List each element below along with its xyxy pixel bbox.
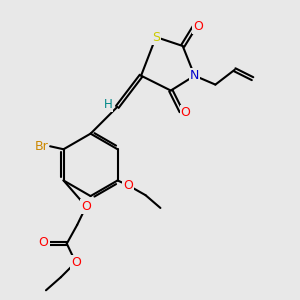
Text: O: O	[123, 178, 133, 192]
Text: O: O	[181, 106, 190, 119]
Text: N: N	[190, 69, 199, 82]
Text: Br: Br	[34, 140, 48, 153]
Text: O: O	[71, 256, 81, 269]
Text: S: S	[152, 31, 160, 44]
Text: O: O	[81, 200, 91, 213]
Text: O: O	[193, 20, 203, 33]
Text: H: H	[103, 98, 112, 111]
Text: O: O	[39, 236, 49, 249]
